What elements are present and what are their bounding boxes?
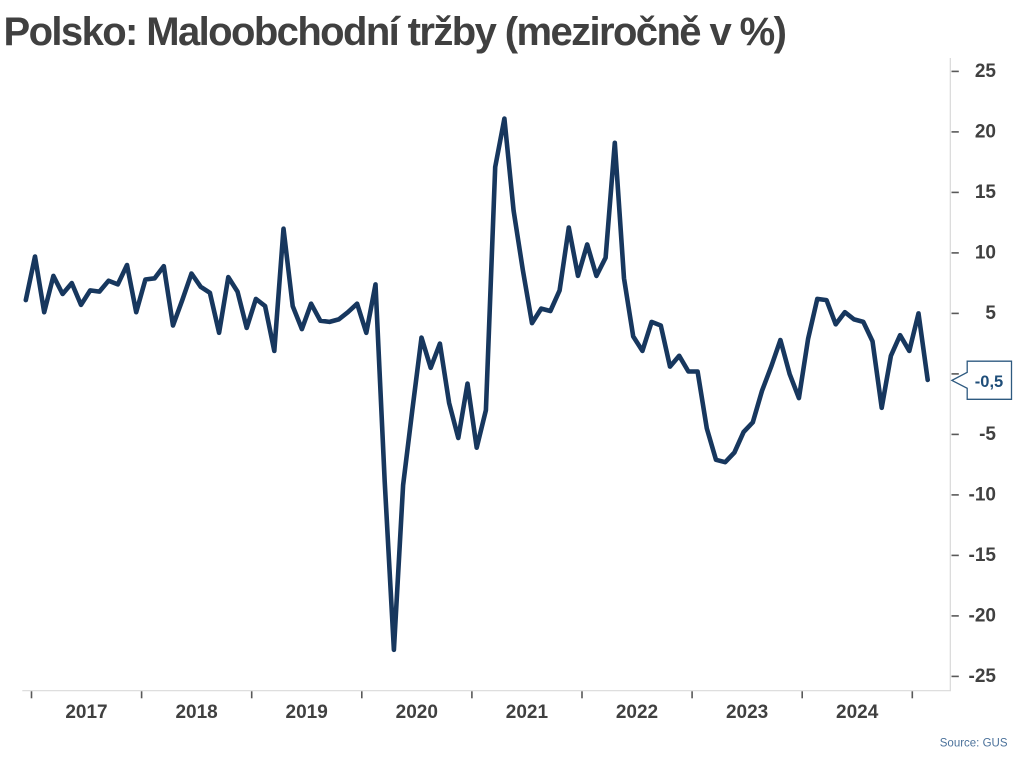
svg-text:5: 5 <box>985 303 996 324</box>
svg-text:2023: 2023 <box>726 702 768 723</box>
svg-text:Source: GUS: Source: GUS <box>940 738 1008 750</box>
svg-text:25: 25 <box>975 61 997 82</box>
svg-text:-5: -5 <box>979 424 996 445</box>
svg-text:2021: 2021 <box>506 702 549 723</box>
svg-text:-25: -25 <box>969 666 997 687</box>
svg-text:-20: -20 <box>969 605 996 626</box>
svg-text:20: 20 <box>975 121 996 142</box>
svg-text:-10: -10 <box>969 484 996 505</box>
svg-text:Polsko: Maloobchodní tržby (me: Polsko: Maloobchodní tržby (meziročně v … <box>4 10 786 54</box>
svg-text:-15: -15 <box>969 545 997 566</box>
svg-text:2018: 2018 <box>175 702 217 723</box>
svg-text:2022: 2022 <box>616 702 658 723</box>
svg-text:10: 10 <box>975 242 996 263</box>
svg-text:2020: 2020 <box>396 702 438 723</box>
svg-text:15: 15 <box>975 182 997 203</box>
svg-text:2019: 2019 <box>286 702 328 723</box>
svg-text:2024: 2024 <box>836 702 879 723</box>
svg-text:-0,5: -0,5 <box>975 373 1003 391</box>
svg-text:2017: 2017 <box>65 702 107 723</box>
